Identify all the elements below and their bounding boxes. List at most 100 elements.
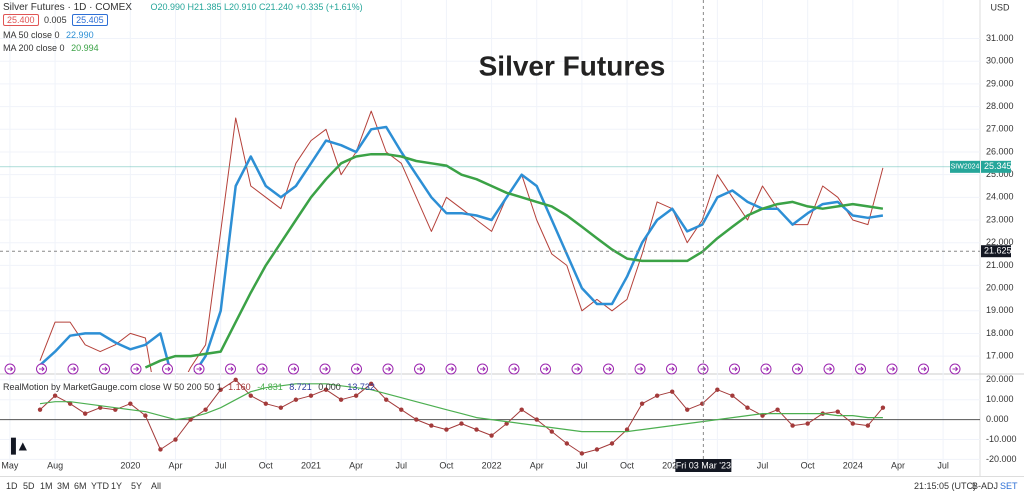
indicator-point bbox=[338, 397, 344, 402]
x-tick-label: 2021 bbox=[301, 460, 321, 470]
event-icon-arrow bbox=[921, 366, 927, 372]
indicator-point bbox=[353, 393, 359, 398]
y-tick-label: 28.000 bbox=[986, 101, 1014, 111]
adjust[interactable]: B-ADJ bbox=[972, 481, 999, 491]
indicator-point bbox=[143, 413, 148, 418]
x-tick-label: Jul bbox=[576, 460, 588, 470]
indicator-point bbox=[504, 421, 509, 426]
indicator-point bbox=[113, 407, 118, 412]
x-tick-label: Jul bbox=[937, 460, 949, 470]
indicator-point bbox=[594, 447, 600, 452]
indicator-point bbox=[414, 417, 419, 422]
x-tick-label: 2020 bbox=[120, 460, 140, 470]
indicator-point bbox=[669, 389, 675, 394]
range-button[interactable]: All bbox=[151, 481, 162, 491]
y-tick-label: 31.000 bbox=[986, 33, 1014, 43]
y-tick-label: 19.000 bbox=[986, 305, 1014, 315]
clock: 21:15:05 (UTC) bbox=[914, 481, 977, 491]
event-icon-arrow bbox=[291, 366, 297, 372]
y-tick-label: 29.000 bbox=[986, 78, 1014, 88]
event-icon-arrow bbox=[354, 366, 360, 372]
indicator-point bbox=[654, 393, 660, 398]
x-tick-label: 2022 bbox=[482, 460, 502, 470]
x-tick-label: Apr bbox=[891, 460, 905, 470]
indicator-point bbox=[98, 405, 103, 410]
event-icon-arrow bbox=[889, 366, 896, 372]
indicator-point bbox=[67, 401, 73, 406]
logo: ▐▲ bbox=[6, 438, 30, 456]
x-tick-label: Oct bbox=[801, 460, 816, 470]
ma200-label: MA 200 close 0 bbox=[3, 43, 65, 53]
y-tick-label: 30.000 bbox=[986, 56, 1014, 66]
range-button[interactable]: 5D bbox=[23, 481, 35, 491]
series-line bbox=[39, 125, 884, 372]
event-icon-arrow bbox=[133, 366, 140, 372]
bid[interactable]: 25.400 bbox=[3, 14, 39, 26]
x-tick-label: 2024 bbox=[843, 460, 863, 470]
y-tick-label: 21.000 bbox=[986, 260, 1014, 270]
indicator-value: -4.831 bbox=[257, 382, 283, 392]
event-icon-arrow bbox=[858, 366, 864, 372]
last-price-symbol: SIW2024 bbox=[951, 164, 980, 171]
symbol[interactable]: Silver Futures · 1D · COMEX bbox=[3, 2, 132, 13]
indicator-point bbox=[790, 423, 795, 428]
indicator-header: RealMotion by MarketGauge.com close W 50… bbox=[3, 382, 375, 392]
indicator-point bbox=[173, 437, 178, 442]
x-tick-label: Apr bbox=[349, 460, 363, 470]
y-unit: USD bbox=[990, 2, 1010, 12]
range-button[interactable]: YTD bbox=[91, 481, 109, 491]
x-tick-label: Aug bbox=[47, 460, 63, 470]
range-button[interactable]: 1Y bbox=[111, 481, 123, 491]
indicator-point bbox=[128, 401, 133, 406]
range-button[interactable]: 5Y bbox=[131, 481, 143, 491]
session[interactable]: SET bbox=[1000, 481, 1018, 491]
range-button[interactable]: 1M bbox=[40, 481, 53, 491]
indicator-point bbox=[293, 397, 299, 402]
footer: 21:15:05 (UTC) B-ADJ SET 1D 5D 1M 3M 6M YTD 1Y… bbox=[0, 476, 1024, 494]
y-tick-label: 27.000 bbox=[986, 124, 1014, 134]
range-button[interactable]: 6M bbox=[74, 481, 87, 491]
quote: 25.400 0.005 25.405 bbox=[3, 14, 108, 26]
crosshair-x-box bbox=[675, 459, 732, 472]
indicator-point bbox=[639, 401, 645, 406]
event-icon-arrow bbox=[795, 366, 801, 372]
event-icon-arrow bbox=[952, 366, 959, 372]
y-tick-label: 24.000 bbox=[986, 192, 1014, 202]
indicator-point bbox=[805, 421, 810, 426]
x-tick-label: Jul bbox=[215, 460, 227, 470]
indicator-point bbox=[323, 387, 329, 392]
y-tick-label: -10.000 bbox=[986, 434, 1017, 444]
indicator-point bbox=[459, 421, 464, 426]
indicator-point bbox=[263, 401, 269, 406]
event-icon-arrow bbox=[322, 366, 329, 372]
indicator-point bbox=[158, 447, 163, 452]
event-icon-arrow bbox=[385, 366, 392, 372]
event-icon-arrow bbox=[826, 366, 833, 372]
y-tick-label: 18.000 bbox=[986, 328, 1014, 338]
indicator-point bbox=[579, 451, 585, 456]
x-tick-label: 2023 bbox=[662, 460, 682, 470]
header: Silver Futures · 1D · COMEX O20.990 H21.… bbox=[3, 2, 363, 13]
indicator-point bbox=[384, 397, 389, 402]
indicator-point bbox=[624, 427, 630, 432]
indicator-value: 1.160 bbox=[228, 382, 251, 392]
indicator-point bbox=[534, 417, 539, 422]
event-icon-arrow bbox=[669, 366, 675, 372]
last-price-symbol-box bbox=[950, 160, 980, 173]
indicator-point bbox=[775, 407, 780, 412]
range-button[interactable]: 3M bbox=[57, 481, 70, 491]
x-tick-label: May bbox=[1, 460, 19, 470]
y-tick-label: 26.000 bbox=[986, 146, 1014, 156]
last-price-box bbox=[981, 160, 1011, 173]
indicator-point bbox=[82, 411, 88, 416]
indicator-point bbox=[308, 393, 314, 398]
indicator-point bbox=[218, 387, 223, 392]
event-icon-arrow bbox=[259, 366, 266, 372]
event-icon-arrow bbox=[763, 366, 770, 372]
range-button[interactable]: 1D bbox=[6, 481, 18, 491]
spread: 0.005 bbox=[44, 15, 67, 25]
y-tick-label: 23.000 bbox=[986, 214, 1014, 224]
indicator-point bbox=[203, 407, 208, 412]
ask[interactable]: 25.405 bbox=[72, 14, 108, 26]
